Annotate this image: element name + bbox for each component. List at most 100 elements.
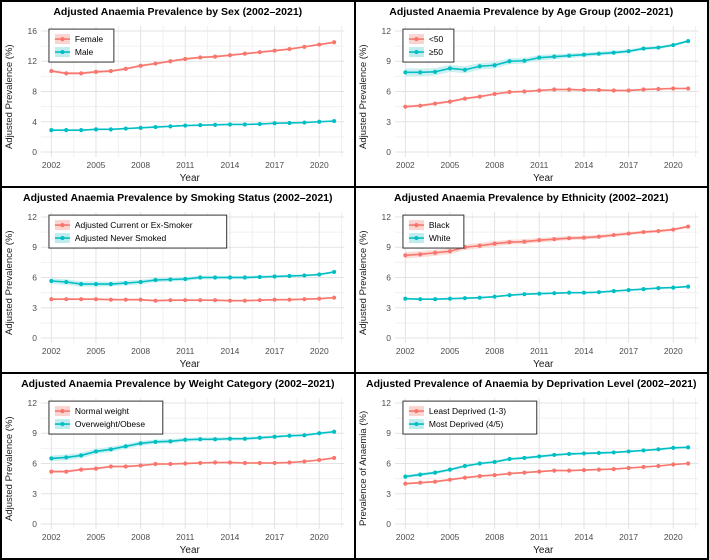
axis-tick-labels: 2002 2005 2008 2011 2014 2017 2020 0 3 6 9 12 (381, 398, 682, 542)
series-points (402, 86, 690, 109)
y-axis-label: Prevalence of Anaemia (%) (357, 410, 369, 527)
ribbon-shape (51, 430, 335, 462)
y-tick-label: 9 (32, 428, 37, 438)
panel-sex: Adjusted Anaemia Prevalence by Sex (2002… (2, 2, 354, 186)
x-tick-label: 2014 (574, 532, 593, 542)
x-tick-label: 2002 (395, 532, 414, 542)
series-points (49, 40, 337, 76)
y-tick-label: 0 (386, 519, 391, 529)
plot-body: Adjusted Prevalence (%) 2002 2005 2008 2011… (2, 207, 354, 358)
series-line-path (404, 462, 688, 485)
x-tick-label: 2008 (131, 160, 150, 170)
y-tick-label: 12 (381, 26, 391, 36)
y-tick-label: 9 (386, 56, 391, 66)
y-tick-label: 3 (32, 303, 37, 313)
panel-deprivation-level: Adjusted Prevalence of Anaemia by Depriv… (355, 374, 708, 558)
plot-area-ethnicity: 2002 2005 2008 2011 2014 2017 2020 0 3 6 9 12 Black W… (381, 212, 699, 356)
x-tick-label: 2011 (530, 346, 549, 356)
x-axis-label: Year (179, 545, 200, 556)
y-tick-label: 6 (32, 459, 37, 469)
y-tick-label: 6 (386, 87, 391, 97)
x-tick-label: 2017 (619, 532, 638, 542)
x-tick-label: 2008 (485, 160, 504, 170)
x-tick-label: 2014 (574, 160, 593, 170)
series-points (49, 429, 337, 461)
series-line-path (404, 446, 688, 478)
legend-label: ≥50 (428, 47, 442, 57)
series-line-path (51, 457, 335, 473)
x-tick-label: 2005 (87, 160, 106, 170)
axis-tick-labels: 2002 2005 2008 2011 2014 2017 2020 0 3 6 9 12 (381, 212, 682, 356)
y-tick-label: 9 (386, 428, 391, 438)
x-tick-label: 2011 (176, 160, 195, 170)
y-tick-label: 6 (386, 273, 391, 283)
y-axis-label: Adjusted Prevalence (%) (357, 230, 369, 335)
x-tick-label: 2008 (131, 532, 150, 542)
chart-title: Adjusted Anaemia Prevalence by Weight Ca… (21, 378, 335, 390)
series-points (49, 295, 337, 303)
y-tick-label: 9 (386, 242, 391, 252)
panel-smoking-status: Adjusted Anaemia Prevalence by Smoking S… (2, 188, 354, 372)
y-tick-label: 0 (32, 147, 37, 157)
ribbon-shape (404, 462, 688, 485)
legend-label: Male (75, 47, 94, 57)
y-tick-label: 16 (28, 26, 38, 36)
series-points (402, 461, 690, 486)
x-tick-label: 2002 (42, 160, 61, 170)
y-tick-label: 12 (381, 398, 391, 408)
x-tick-label: 2005 (87, 346, 106, 356)
y-tick-label: 8 (32, 87, 37, 97)
chart-title: Adjusted Anaemia Prevalence by Sex (2002… (53, 6, 303, 18)
series-line-path (51, 430, 335, 460)
panel-age-group: Adjusted Anaemia Prevalence by Age Group… (355, 2, 707, 186)
y-tick-label: 6 (386, 459, 391, 469)
x-axis-label: Year (533, 359, 554, 370)
ribbon-shape (404, 225, 688, 259)
x-tick-label: 2020 (310, 160, 329, 170)
series-line-path (51, 120, 335, 131)
x-tick-label: 2011 (530, 160, 549, 170)
y-axis-label: Adjusted Prevalence (%) (4, 230, 15, 335)
series-line-path (51, 296, 335, 302)
legend-box: Normal weight Overweight/Obese (48, 400, 164, 435)
plot-area-deprivation-level: 2002 2005 2008 2011 2014 2017 2020 0 3 6 9 12 Least … (381, 398, 699, 542)
plot-body: Adjusted Prevalence (%) 2002 2005 2008 2011… (2, 393, 354, 544)
x-tick-label: 2008 (485, 532, 504, 542)
y-tick-label: 12 (28, 398, 38, 408)
grid-major-layer (40, 398, 345, 529)
y-axis-label: Adjusted Prevalence (%) (357, 44, 369, 149)
y-tick-label: 0 (32, 519, 37, 529)
y-tick-label: 0 (32, 333, 37, 343)
series-points (49, 269, 337, 287)
x-tick-label: 2017 (265, 532, 284, 542)
legend-label: Least Deprived (1-3) (428, 406, 505, 416)
series-line-path (404, 40, 688, 74)
legend-label: Overweight/Obese (75, 419, 145, 429)
plot-body: Prevalence of Anaemia (%) 2002 2005 2008 20… (356, 393, 708, 544)
y-axis-label: Adjusted Prevalence (%) (4, 44, 15, 149)
series-points (49, 118, 337, 133)
chart-title: Adjusted Anaemia Prevalence by Smoking S… (23, 192, 333, 204)
panel-weight-category: Adjusted Anaemia Prevalence by Weight Ca… (2, 374, 354, 558)
series-line-path (404, 87, 688, 108)
x-tick-label: 2014 (574, 346, 593, 356)
x-tick-label: 2017 (265, 346, 284, 356)
x-axis-label: Year (179, 359, 200, 370)
legend-label: White (428, 233, 450, 243)
plot-body: Adjusted Prevalence (%) 2002 2005 2008 2011… (356, 207, 708, 358)
ribbon-shape (404, 446, 688, 479)
legend-box: Adjusted Current or Ex-Smoker Adjusted Ne… (48, 214, 228, 249)
x-tick-label: 2020 (663, 346, 682, 356)
x-tick-label: 2017 (619, 346, 638, 356)
x-tick-label: 2002 (395, 346, 414, 356)
y-tick-label: 3 (32, 489, 37, 499)
y-tick-label: 12 (28, 56, 38, 66)
x-tick-label: 2020 (663, 160, 682, 170)
series-points (49, 455, 337, 474)
x-tick-label: 2005 (440, 532, 459, 542)
x-axis-label: Year (179, 173, 200, 184)
y-tick-label: 3 (386, 303, 391, 313)
y-tick-label: 4 (32, 117, 37, 127)
chart-title: Adjusted Anaemia Prevalence by Age Group… (389, 6, 674, 18)
x-tick-label: 2014 (221, 346, 240, 356)
